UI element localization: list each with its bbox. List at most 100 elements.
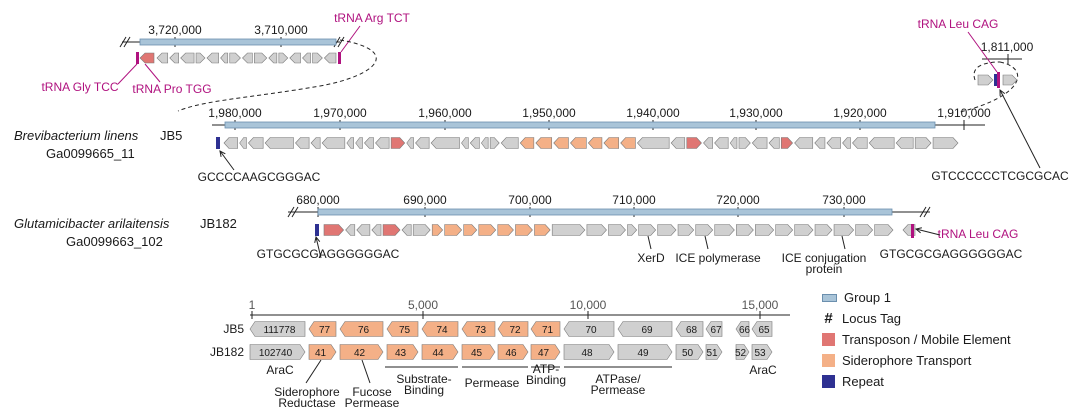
jb182-break-icon [923, 206, 931, 218]
detail-jb182-locus-tag: 45 [471, 348, 483, 359]
repeat-right-arrow-head [999, 88, 1006, 97]
jb182-trna-arrow [915, 228, 941, 236]
legend-label: Group 1 [844, 290, 891, 305]
detail-jb182-gene [386, 344, 419, 360]
gene-arrow [814, 224, 833, 236]
gene-arrow [868, 137, 895, 149]
gene-arrow [751, 137, 768, 149]
gene-arrow [977, 74, 994, 86]
detail-siderophore-reductase-label: Siderophore Reductase [274, 385, 340, 410]
detail-jb5-locus-tag: 74 [436, 325, 448, 336]
jb5-axis-tick-label: 1,940,000 [626, 106, 680, 120]
jb5-repeat-left-arrow-head [219, 150, 226, 157]
detail-scale-label: 10,000 [570, 298, 607, 312]
detail-jb182-gene [461, 344, 496, 360]
gene-arrow [553, 137, 569, 149]
gene-arrow [480, 137, 489, 149]
jb5-strain: JB5 [160, 128, 183, 143]
jb5-group1-bar [224, 121, 936, 129]
hash-icon: # [824, 310, 833, 327]
xerd-label: XerD [637, 251, 665, 265]
ice-polymerase-leader [704, 235, 709, 250]
legend-label: Transposon / Mobile Element [842, 332, 1011, 347]
detail-atp-binding-label: ATP-Binding [526, 362, 566, 387]
detail-jb182-locus-tag: 51 [706, 348, 718, 359]
gene-arrow [229, 52, 241, 64]
gene-arrow [677, 224, 695, 236]
gene-arrow [195, 52, 206, 64]
gene-arrow [755, 224, 775, 236]
detail-jb182-locus-tag: 43 [395, 348, 407, 359]
top-left-break-icon [337, 36, 345, 48]
top-left-group1-bar [139, 38, 337, 46]
gene-arrow [519, 137, 535, 149]
jb182-repeat-right-seq: GTGCGCGAGGGGGGAC [880, 247, 1023, 261]
gene-arrow [535, 137, 553, 149]
detail-jb182-gene [617, 344, 673, 360]
gene-arrow [738, 137, 751, 149]
gene-arrow [180, 52, 195, 64]
gene-arrow [703, 137, 713, 149]
ice-conjugation-label: ICE conjugation protein [782, 251, 867, 276]
jb5-repeat-left-arrow [219, 150, 235, 171]
jb182-trna-arrow-head [914, 227, 922, 234]
jb182-trna-leu-marker [911, 224, 914, 238]
detail-jb5-gene [249, 321, 306, 337]
jb5-id: Ga0099665_11 [46, 146, 135, 161]
legend: Group 1 # Locus Tag Transposon / Mobile … [822, 287, 1062, 392]
jb5-repeat-right-seq: GTCCCCCCTCGCGCAC [931, 169, 1069, 183]
gene-arrow [302, 52, 311, 64]
gene-arrow [401, 224, 412, 236]
gene-arrow [295, 137, 310, 149]
detail-jb5-gene [497, 321, 529, 337]
trna-leu-jb182-label: tRNA Leu CAG [938, 227, 1019, 241]
gene-arrow [463, 224, 478, 236]
gene-arrow [833, 224, 855, 236]
gene-arrow [371, 224, 382, 236]
gene-arrow [627, 224, 638, 236]
detail-jb5-gene [563, 321, 615, 337]
gene-arrow [932, 137, 959, 149]
detail-jb182-gene [308, 344, 337, 360]
jb182-axis-tick-label: 700,000 [508, 193, 552, 207]
gene-arrow [768, 137, 780, 149]
detail-jb5-locus-tag: 69 [641, 325, 653, 336]
detail-jb182-gene [751, 344, 773, 360]
detail-jb5-locus-tag: 68 [686, 325, 698, 336]
gene-arrow [444, 224, 463, 236]
detail-scale-label: 5,000 [408, 298, 438, 312]
jb5-repeat-left-seq: GCCCCAAGCGGGAC [198, 170, 321, 184]
gene-arrow [826, 137, 841, 149]
gene-arrow [461, 137, 469, 149]
detail-jb5-gene [675, 321, 704, 337]
gene-arrow [239, 137, 247, 149]
detail-jb182-gene [249, 344, 306, 360]
jb182-repeat-left-arrow [315, 236, 322, 259]
gene-arrow [670, 137, 686, 149]
gene-arrow [714, 137, 729, 149]
gene-arrow [415, 137, 430, 149]
gene-arrow [842, 137, 851, 149]
detail-jb5-locus-tag: 72 [509, 325, 521, 336]
gene-arrow [852, 137, 868, 149]
trna-leu-marker [997, 72, 1000, 88]
jb182-axis-tick-label: 720,000 [716, 193, 760, 207]
gene-arrow [412, 224, 431, 236]
detail-fucose-permease-label: Fucose Permease [345, 385, 400, 410]
detail-jb5-locus-tag: 67 [710, 325, 722, 336]
jb182-species: Glutamicibacter arilaitensis [14, 216, 170, 231]
detail-jb182-gene [339, 344, 384, 360]
gene-arrow [323, 224, 345, 236]
gene-arrow [206, 52, 219, 64]
gene-arrow [608, 224, 626, 236]
legend-item-group1: Group 1 [822, 287, 1062, 308]
detail-jb182-locus-tag: 42 [354, 348, 366, 359]
jb5-axis-tick-label: 1,920,000 [833, 106, 887, 120]
detail-row-label-jb182: JB182 [210, 345, 244, 359]
gene-arrow [638, 224, 657, 236]
gene-arrow [794, 224, 814, 236]
detail-jb182-locus-tag: 44 [432, 348, 444, 359]
repeat-swatch [822, 375, 835, 388]
gene-arrow [254, 52, 268, 64]
detail-jb5-gene [735, 321, 750, 337]
